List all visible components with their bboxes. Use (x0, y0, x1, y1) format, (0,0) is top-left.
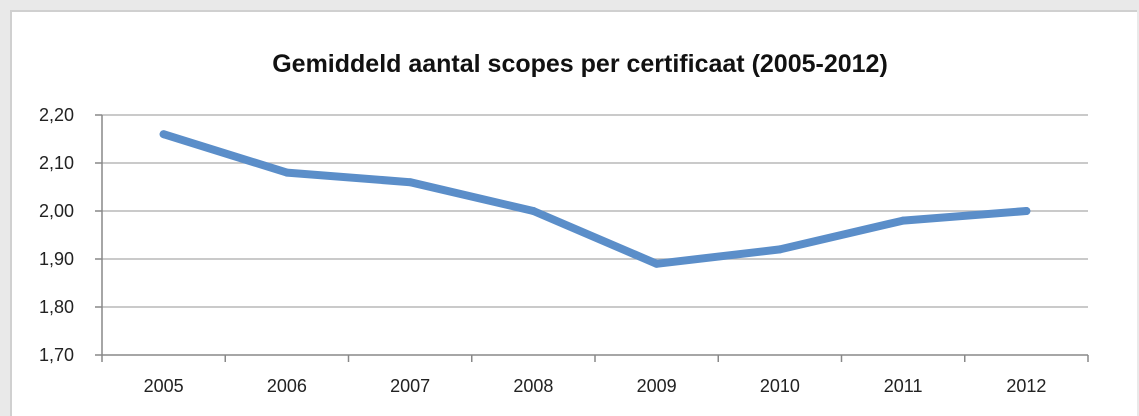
y-tick-label: 2,20 (39, 105, 74, 125)
data-point (159, 130, 168, 139)
x-tick-label: 2005 (144, 376, 184, 396)
y-tick-label: 2,10 (39, 153, 74, 173)
y-tick-label: 2,00 (39, 201, 74, 221)
data-point (282, 168, 291, 177)
y-tick-label: 1,90 (39, 249, 74, 269)
x-tick-label: 2012 (1006, 376, 1046, 396)
x-tick-label: 2010 (760, 376, 800, 396)
data-point (652, 259, 661, 268)
x-tick-label: 2006 (267, 376, 307, 396)
x-axis-ticks: 2005 2006 2007 2008 2009 2010 2011 2012 (144, 376, 1047, 396)
series-line (159, 130, 1031, 268)
x-tick-label: 2008 (513, 376, 553, 396)
data-points (159, 130, 1031, 268)
y-axis-ticks: 1,70 1,80 1,90 2,00 2,10 2,20 (39, 105, 74, 365)
y-tick-label: 1,80 (39, 297, 74, 317)
data-point (775, 245, 784, 254)
series-layer (159, 130, 1031, 268)
data-point (1022, 207, 1031, 215)
data-point (406, 178, 415, 187)
chart-title: Gemiddeld aantal scopes per certificaat … (272, 50, 888, 78)
data-point (529, 207, 538, 215)
x-tick-label: 2009 (637, 376, 677, 396)
y-tick-label: 1,70 (39, 345, 74, 365)
axes (95, 114, 1089, 362)
chart-frame (10, 10, 1137, 416)
gridlines (102, 114, 1088, 308)
x-tick-label: 2011 (884, 376, 923, 396)
x-tick-label: 2007 (390, 376, 430, 396)
data-point (899, 216, 908, 225)
